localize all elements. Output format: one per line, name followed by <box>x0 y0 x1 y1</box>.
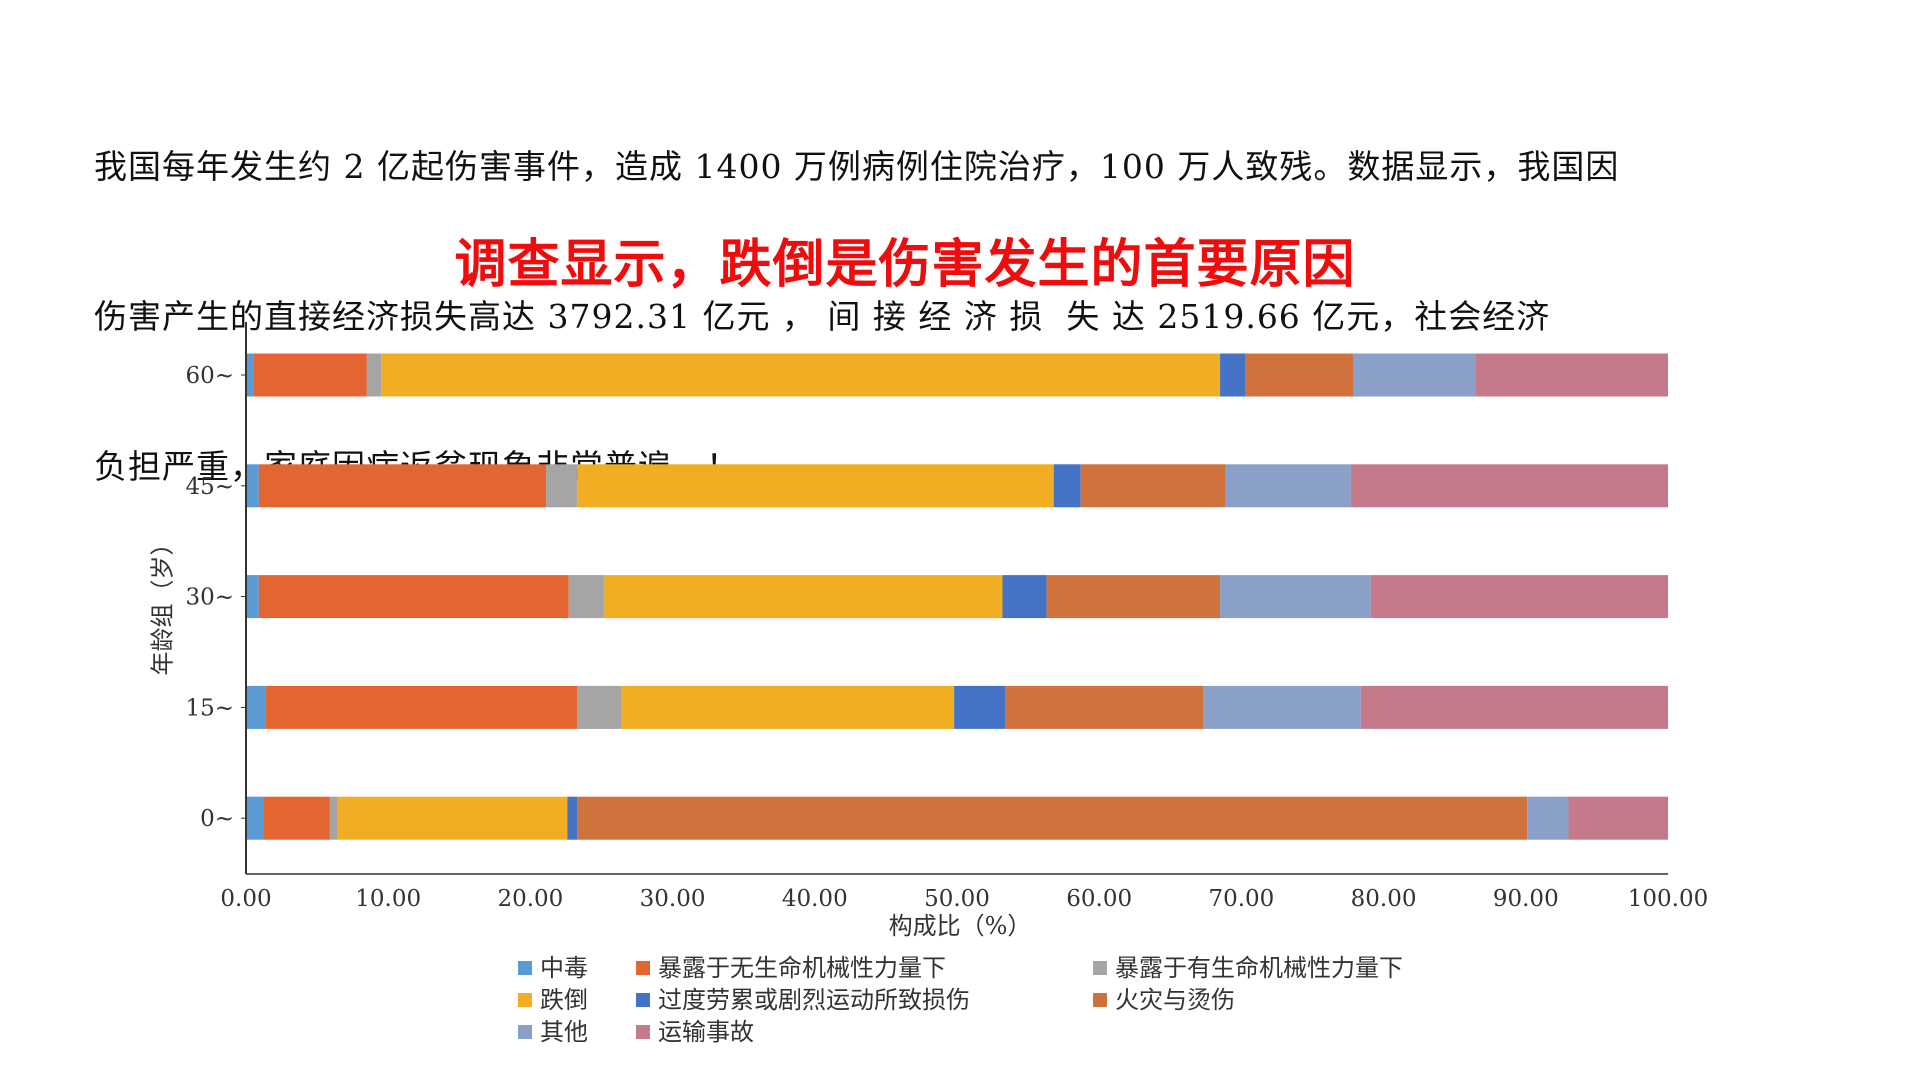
bar-segment <box>337 796 568 840</box>
bar-segment <box>954 685 1006 729</box>
bar-segment <box>1203 685 1361 729</box>
legend-item: 中毒 <box>518 948 588 983</box>
bar-segment <box>246 796 264 840</box>
legend-label: 过度劳累或剧烈运动所致损伤 <box>658 986 970 1014</box>
bar-segment <box>567 796 578 840</box>
legend-item: 火灾与烫伤 <box>1093 980 1235 1015</box>
x-tick-label: 70.00 <box>1208 886 1274 912</box>
legend-swatch <box>1093 993 1107 1007</box>
legend-item: 暴露于有生命机械性力量下 <box>1093 948 1403 983</box>
bar-segment <box>1002 575 1047 619</box>
bar-segment <box>604 575 1003 619</box>
legend-label: 运输事故 <box>658 1018 754 1046</box>
legend-swatch <box>636 961 650 975</box>
headline: 调查显示，跌倒是伤害发生的首要原因 <box>454 235 1356 295</box>
legend-item: 运输事故 <box>636 1012 754 1047</box>
x-tick-label: 50.00 <box>924 886 990 912</box>
legend-item: 过度劳累或剧烈运动所致损伤 <box>636 980 970 1015</box>
bar-segment <box>1053 464 1081 508</box>
bar-segment <box>1225 464 1351 508</box>
bar-segment <box>577 464 1054 508</box>
legend-label: 跌倒 <box>540 986 588 1014</box>
legend-label: 中毒 <box>540 954 588 982</box>
x-tick-label: 30.00 <box>640 886 706 912</box>
legend-label: 暴露于无生命机械性力量下 <box>658 954 946 982</box>
bar-segment <box>1220 353 1246 397</box>
bar-segment <box>246 464 259 508</box>
paragraph-line: 我国每年发生约 2 亿起伤害事件，造成 1400 万例病例住院治疗，100 万人… <box>94 147 1620 186</box>
bar-segment <box>1046 575 1221 619</box>
x-tick-label: 80.00 <box>1351 886 1417 912</box>
x-tick-label: 40.00 <box>782 886 848 912</box>
legend-swatch <box>518 1025 532 1039</box>
x-tick-label: 60.00 <box>1066 886 1132 912</box>
bar-segment <box>1245 353 1354 397</box>
bar-segment <box>1080 464 1226 508</box>
bar-segment <box>546 464 578 508</box>
bar-segment <box>1360 685 1668 729</box>
y-tick-label: 30~ <box>185 585 234 611</box>
bar-segment <box>1370 575 1668 619</box>
legend-label: 暴露于有生命机械性力量下 <box>1115 954 1403 982</box>
bar-segment <box>577 796 1528 840</box>
legend-swatch <box>518 993 532 1007</box>
legend-item: 跌倒 <box>518 980 588 1015</box>
bar-segment <box>1353 353 1477 397</box>
intro-paragraph: 我国每年发生约 2 亿起伤害事件，造成 1400 万例病例住院治疗，100 万人… <box>94 42 1619 542</box>
legend-swatch <box>1093 961 1107 975</box>
y-axis-label: 年龄组（岁） <box>148 531 177 676</box>
y-tick-label: 60~ <box>185 363 234 389</box>
bar-segment <box>568 575 605 619</box>
bar-segment <box>246 685 266 729</box>
bar-segment <box>265 685 578 729</box>
bar-segment <box>253 353 367 397</box>
bar-segment <box>258 575 569 619</box>
x-tick-label: 100.00 <box>1628 886 1708 912</box>
x-tick-label: 20.00 <box>497 886 563 912</box>
bar-segment <box>246 353 254 397</box>
bar-segment <box>263 796 330 840</box>
legend-item: 其他 <box>518 1012 588 1047</box>
bar-segment <box>1568 796 1668 840</box>
y-tick-label: 45~ <box>185 474 234 500</box>
bar-segment <box>246 575 259 619</box>
x-tick-label: 10.00 <box>355 886 421 912</box>
x-axis-label: 构成比（%） <box>888 912 1032 940</box>
bar-segment <box>366 353 382 397</box>
y-tick-label: 0~ <box>200 806 234 832</box>
legend-label: 火灾与烫伤 <box>1115 986 1235 1014</box>
y-tick-label: 15~ <box>185 695 234 721</box>
x-tick-label: 90.00 <box>1493 886 1559 912</box>
bar-segment <box>1476 353 1668 397</box>
legend-item: 暴露于无生命机械性力量下 <box>636 948 946 983</box>
bar-segment <box>1350 464 1668 508</box>
bar-segment <box>381 353 1221 397</box>
bar-segment <box>577 685 622 729</box>
bar-segment <box>329 796 338 840</box>
bar-segment <box>1005 685 1204 729</box>
legend-swatch <box>636 993 650 1007</box>
legend-swatch <box>518 961 532 975</box>
legend-label: 其他 <box>540 1018 588 1046</box>
bar-segment <box>1527 796 1569 840</box>
x-tick-label: 0.00 <box>220 886 271 912</box>
legend-swatch <box>636 1025 650 1039</box>
bar-segment <box>621 685 955 729</box>
bar-segment <box>1220 575 1371 619</box>
paragraph-line: 伤害产生的直接经济损失高达 3792.31 亿元 ， 间 接 经 济 损 失 达… <box>94 297 1551 336</box>
bar-segment <box>258 464 547 508</box>
